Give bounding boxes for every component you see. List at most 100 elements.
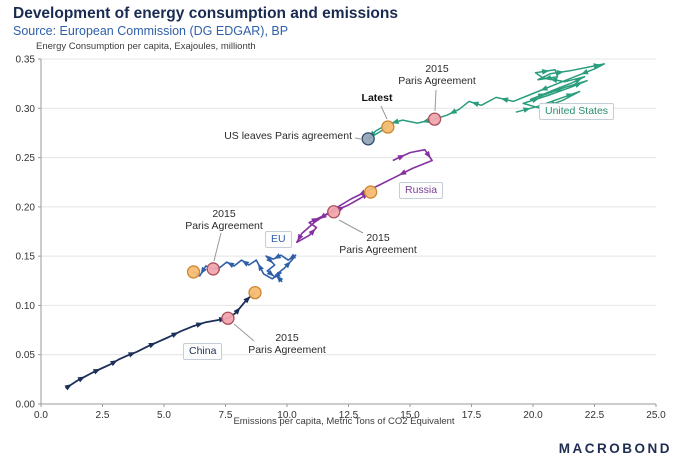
arrowhead bbox=[77, 376, 86, 383]
arrowhead bbox=[273, 253, 282, 260]
y-tick-label: 0.25 bbox=[16, 153, 36, 164]
arrowhead bbox=[424, 150, 431, 159]
arrowhead bbox=[110, 360, 118, 367]
marker-event bbox=[361, 132, 375, 146]
annotation-eu-2015: 2015 Paris Agreement bbox=[185, 208, 263, 232]
arrowhead bbox=[422, 117, 430, 124]
marker-paris2015 bbox=[221, 311, 235, 325]
arrowhead bbox=[543, 74, 552, 81]
arrowhead bbox=[200, 266, 207, 275]
arrowhead bbox=[243, 296, 251, 304]
y-tick-label: 0.05 bbox=[16, 350, 36, 361]
annotation-us-leaves: US leaves Paris agreement bbox=[224, 130, 352, 142]
chart-title: Development of energy consumption and em… bbox=[13, 5, 398, 22]
marker-latest bbox=[248, 285, 262, 300]
arrowhead bbox=[471, 101, 480, 108]
marker-paris2015 bbox=[206, 262, 220, 276]
annotation-russia-2015: 2015 Paris Agreement bbox=[339, 232, 417, 256]
arrowhead bbox=[531, 97, 540, 104]
trajectory-united-states bbox=[367, 63, 606, 140]
x-tick-label: 20.0 bbox=[523, 410, 543, 421]
x-tick-label: 17.5 bbox=[462, 410, 482, 421]
arrowhead bbox=[148, 342, 156, 349]
arrowhead bbox=[397, 154, 406, 161]
marker-paris2015 bbox=[427, 112, 442, 126]
leader-line bbox=[380, 105, 388, 120]
marker-latest bbox=[363, 185, 378, 199]
arrowhead bbox=[233, 307, 241, 315]
annotation-us-2015: 2015 Paris Agreement bbox=[398, 63, 476, 87]
arrowhead bbox=[276, 275, 284, 283]
x-tick-label: 25.0 bbox=[646, 410, 666, 421]
arrowhead bbox=[226, 262, 235, 269]
macrobond-logo: MACROBOND bbox=[558, 441, 672, 456]
x-tick-label: 0.0 bbox=[34, 410, 48, 421]
arrowhead bbox=[128, 352, 136, 358]
arrowhead bbox=[297, 233, 304, 242]
leader-line bbox=[233, 323, 255, 342]
x-tick-label: 22.5 bbox=[585, 410, 605, 421]
leader-line bbox=[338, 219, 364, 234]
x-tick-label: 7.5 bbox=[219, 410, 233, 421]
arrowhead bbox=[64, 384, 73, 391]
arrowhead bbox=[288, 253, 297, 260]
y-tick-label: 0.30 bbox=[16, 104, 36, 115]
trajectory-china bbox=[65, 291, 256, 389]
x-axis-caption: Emissions per capita, Metric Tons of CO2… bbox=[233, 416, 455, 427]
y-tick-label: 0.35 bbox=[16, 55, 36, 66]
arrowhead bbox=[195, 322, 204, 328]
arrowhead bbox=[553, 86, 562, 92]
arrowhead bbox=[391, 118, 400, 124]
arrowhead bbox=[399, 169, 407, 176]
arrowhead bbox=[266, 256, 274, 264]
annotation-china-2015: 2015 Paris Agreement bbox=[248, 332, 326, 356]
y-tick-label: 0.20 bbox=[16, 202, 36, 213]
arrowhead bbox=[311, 217, 319, 224]
series-label-united-states: United States bbox=[539, 103, 615, 120]
y-axis-caption: Energy Consumption per capita, Exajoules… bbox=[36, 41, 256, 52]
chart-source: Source: European Commission (DG EDGAR), … bbox=[13, 24, 289, 38]
arrowhead bbox=[266, 269, 275, 277]
x-tick-label: 5.0 bbox=[157, 410, 171, 421]
arrowhead bbox=[540, 85, 549, 91]
series-label-eu: EU bbox=[265, 231, 292, 248]
x-tick-label: 15.0 bbox=[400, 410, 420, 421]
series-label-russia: Russia bbox=[399, 182, 444, 199]
arrowhead bbox=[500, 97, 509, 103]
arrowhead bbox=[241, 260, 250, 267]
arrowhead bbox=[319, 212, 327, 219]
y-tick-label: 0.10 bbox=[16, 301, 36, 312]
y-tick-label: 0.00 bbox=[16, 400, 36, 411]
arrowhead bbox=[283, 261, 291, 269]
arrowhead bbox=[449, 108, 458, 114]
arrowhead bbox=[308, 228, 316, 236]
arrowhead bbox=[273, 271, 281, 279]
x-tick-label: 10.0 bbox=[277, 410, 297, 421]
arrowhead bbox=[258, 263, 264, 272]
arrowhead bbox=[549, 77, 558, 84]
arrowhead bbox=[537, 93, 546, 99]
arrowhead bbox=[565, 93, 574, 99]
annotation-latest: Latest bbox=[361, 92, 393, 104]
series-label-china: China bbox=[183, 343, 223, 360]
arrowhead bbox=[170, 332, 179, 338]
arrowhead bbox=[556, 70, 565, 76]
arrowhead bbox=[523, 107, 531, 113]
arrowhead bbox=[541, 69, 550, 75]
arrowhead bbox=[593, 63, 601, 69]
marker-paris2015 bbox=[327, 205, 341, 219]
y-tick-label: 0.15 bbox=[16, 252, 36, 263]
marker-latest bbox=[186, 265, 201, 279]
leader-line bbox=[434, 89, 437, 112]
arrowhead bbox=[580, 69, 589, 75]
arrowhead bbox=[92, 368, 101, 375]
marker-latest bbox=[381, 120, 395, 134]
x-tick-label: 12.5 bbox=[339, 410, 359, 421]
leader-line bbox=[213, 232, 222, 262]
arrowhead bbox=[574, 82, 583, 88]
leader-line bbox=[354, 137, 362, 140]
x-tick-label: 2.5 bbox=[96, 410, 110, 421]
arrowhead bbox=[574, 77, 583, 84]
